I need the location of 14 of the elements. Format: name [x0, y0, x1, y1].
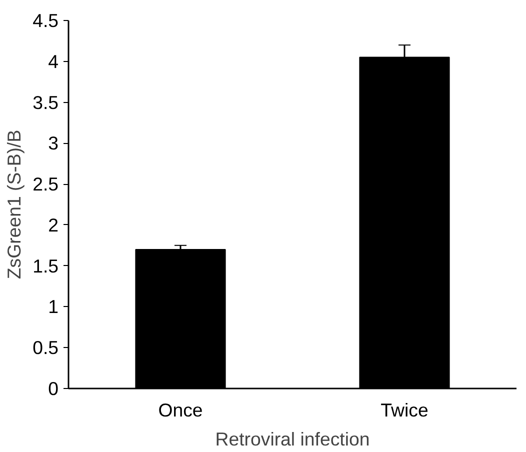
y-tick-label: 0.5 — [32, 337, 59, 358]
y-tick-label: 3 — [48, 132, 59, 154]
y-axis-title: ZsGreen1 (S-B)/B — [4, 130, 25, 280]
x-axis-title: Retroviral infection — [215, 428, 370, 450]
y-tick-label: 2.5 — [32, 174, 59, 195]
x-tick-label: Twice — [380, 400, 428, 420]
y-tick-label: 3.5 — [32, 92, 59, 113]
x-tick-label: Once — [158, 400, 203, 420]
y-tick-label: 4.5 — [32, 10, 59, 31]
y-tick-label: 1.5 — [32, 255, 59, 276]
y-tick-label: 0 — [48, 378, 59, 399]
y-tick-label: 1 — [48, 296, 59, 318]
y-tick-label: 2 — [48, 214, 59, 236]
y-tick-label: 4 — [48, 50, 59, 72]
